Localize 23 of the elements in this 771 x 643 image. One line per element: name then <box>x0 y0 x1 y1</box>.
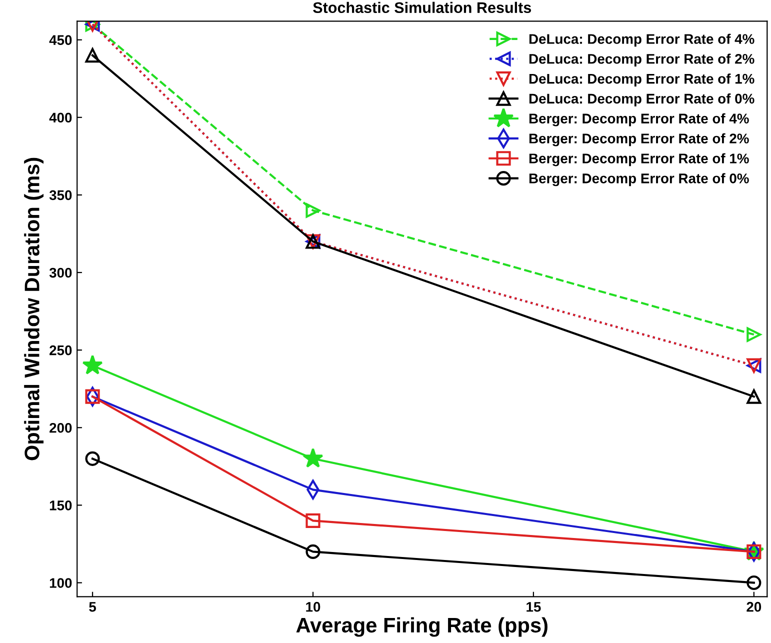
y-tick-label: 300 <box>49 268 72 278</box>
x-tick-label: 5 <box>89 602 96 612</box>
legend-label: Berger: Decomp Error Rate of 4% <box>529 113 749 126</box>
x-tick-label: 15 <box>526 602 541 612</box>
legend-label: Berger: Decomp Error Rate of 0% <box>529 173 749 186</box>
y-tick-label: 150 <box>50 500 72 510</box>
legend-label: Berger: Decomp Error Rate of 2% <box>529 133 749 146</box>
y-tick-label: 350 <box>49 190 72 200</box>
y-axis-title: Optimal Window Duration (ms) <box>24 158 44 460</box>
x-axis-title: Average Firing Rate (pps) <box>296 617 548 637</box>
x-tick-label: 20 <box>746 602 762 612</box>
legend-label: DeLuca: Decomp Error Rate of 2% <box>529 54 754 67</box>
legend-label: DeLuca: Decomp Error Rate of 0% <box>529 93 754 106</box>
y-tick-label: 100 <box>50 578 72 588</box>
y-tick-label: 400 <box>49 112 72 123</box>
y-tick-label: 250 <box>50 345 72 356</box>
y-tick-label: 200 <box>50 422 72 433</box>
legend-label: DeLuca: Decomp Error Rate of 1% <box>529 74 754 86</box>
legend-label: Berger: Decomp Error Rate of 1% <box>529 153 749 166</box>
x-tick-label: 10 <box>306 602 320 612</box>
legend-label: DeLuca: Decomp Error Rate of 4% <box>529 34 754 47</box>
y-tick-label: 450 <box>49 35 72 45</box>
chart-title: Stochastic Simulation Results <box>313 2 532 14</box>
